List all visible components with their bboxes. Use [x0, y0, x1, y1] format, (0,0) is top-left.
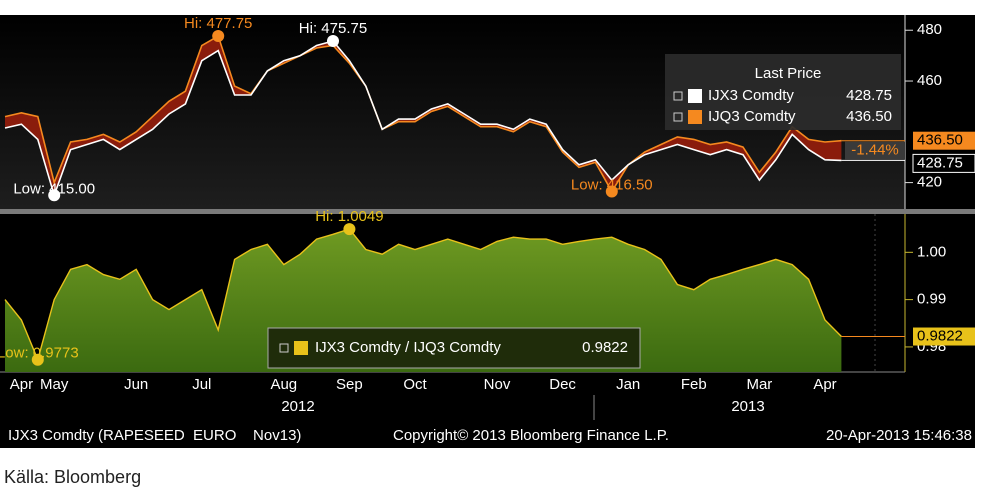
ratio-line — [4, 228, 842, 362]
price-line — [4, 40, 842, 198]
legend-swatch — [688, 89, 702, 103]
change-label: -1.44% — [851, 142, 899, 159]
extreme-label: Low: 415.00 — [13, 180, 95, 197]
extreme-label: Hi: 1.0049 — [315, 208, 383, 225]
extreme-label: Low: 416.50 — [571, 176, 653, 193]
x-tick-label: Jan — [616, 376, 640, 393]
legend-toggle[interactable] — [279, 343, 289, 353]
footer-right: 20-Apr-2013 15:46:38 — [826, 427, 972, 444]
x-tick-label: Dec — [549, 376, 576, 393]
last-value-tag — [913, 327, 975, 346]
legend — [267, 327, 641, 369]
legend-value: 0.9822 — [582, 339, 628, 356]
footer-center: Copyright© 2013 Bloomberg Finance L.P. — [393, 427, 669, 444]
extreme-label: Hi: 475.75 — [299, 20, 367, 37]
x-tick-label: Sep — [336, 376, 363, 393]
legend-swatch — [688, 110, 702, 124]
legend-label: IJX3 Comdty — [708, 87, 794, 104]
source: Källa: Bloomberg — [4, 467, 141, 487]
legend — [665, 54, 901, 130]
extreme-marker — [605, 185, 618, 198]
panel-separator — [0, 209, 975, 214]
last-price-tag — [913, 131, 975, 150]
y-tick-label: 480 — [917, 21, 942, 38]
x-tick-label: Feb — [681, 376, 707, 393]
legend-swatch — [294, 341, 308, 355]
x-tick-label: Oct — [403, 376, 427, 393]
extreme-marker — [343, 223, 356, 236]
y-tick-label: 460 — [917, 72, 942, 89]
extreme-marker — [212, 29, 225, 42]
x-tick-label: Apr — [10, 376, 33, 393]
legend-toggle[interactable] — [673, 112, 683, 122]
extreme-label: Hi: 477.75 — [184, 15, 252, 32]
x-tick-label: Nov — [484, 376, 511, 393]
x-tick-label: May — [40, 376, 69, 393]
extreme-marker — [327, 35, 339, 48]
last-price-tag-label: 428.75 — [917, 154, 963, 171]
last-value-tag-label: 0.9822 — [917, 327, 963, 344]
y-tick-label: 1.00 — [917, 243, 946, 260]
year-label: 2012 — [281, 398, 314, 415]
legend-toggle[interactable] — [673, 91, 683, 101]
extreme-label: Low: 0.9773 — [0, 345, 79, 362]
x-tick-label: Aug — [270, 376, 297, 393]
x-tick-label: Jul — [192, 376, 211, 393]
extreme-marker — [31, 353, 44, 366]
legend-label: IJQ3 Comdty — [708, 108, 796, 125]
legend-title: Last Price — [755, 65, 822, 82]
legend-value: 436.50 — [846, 108, 892, 125]
legend-value: 428.75 — [846, 87, 892, 104]
footer-left: IJX3 Comdty (RAPESEED EURO Nov13) — [8, 427, 301, 444]
year-label: 2013 — [731, 398, 764, 415]
last-price-tag — [912, 153, 976, 173]
price-line — [4, 34, 842, 194]
extreme-marker — [48, 189, 61, 202]
spread-fill — [5, 35, 842, 196]
y-tick-label: 0.99 — [917, 291, 946, 308]
change-box — [845, 141, 905, 160]
y-tick-label: 420 — [917, 174, 942, 191]
legend-label: IJX3 Comdty / IJQ3 Comdty — [315, 339, 501, 356]
last-price-tag-label: 436.50 — [917, 132, 963, 149]
x-tick-label: Apr — [813, 376, 836, 393]
x-tick-label: Mar — [746, 376, 772, 393]
x-tick-label: Jun — [124, 376, 148, 393]
